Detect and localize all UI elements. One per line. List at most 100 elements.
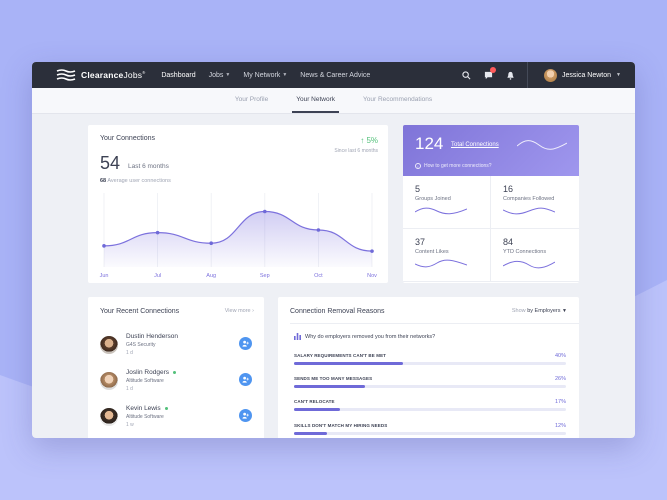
online-status-indicator — [164, 407, 168, 410]
sort-dropdown[interactable]: Show by Employers ▼ — [511, 308, 567, 314]
sparkline — [415, 259, 467, 268]
progress-fill — [294, 408, 341, 411]
data-point[interactable] — [102, 244, 106, 248]
top-navbar: ClearanceJobs® Dashboard Jobs ▼ My Networ… — [32, 62, 635, 88]
reason-label: CAN'T RELOCATE — [294, 399, 335, 404]
card-title: Connection Removal Reasons — [290, 308, 385, 315]
sparkline — [503, 260, 555, 269]
chevron-down-icon: ▼ — [562, 308, 567, 314]
avatar — [100, 408, 118, 426]
avatar — [100, 336, 118, 354]
person-name: Dustin Henderson — [126, 333, 179, 340]
add-contact-button[interactable] — [239, 373, 252, 386]
total-connections-card: 124 Total Connections i How to get more … — [403, 125, 579, 283]
nav-news-career-advice[interactable]: News & Career Advice — [300, 71, 371, 79]
person-company: G4S Security — [126, 342, 156, 348]
data-point[interactable] — [263, 209, 267, 214]
x-tick-label: Nov — [367, 273, 377, 279]
stat-groups-joined: 5 Groups Joined — [403, 176, 491, 229]
user-menu[interactable]: Jessica Newton ▼ — [527, 62, 621, 88]
avatar — [100, 372, 118, 390]
person-company: Altitude Software — [126, 414, 164, 420]
list-item[interactable]: Kevin Lewis Altitude Software 1 w — [100, 405, 252, 433]
stat-label: Companies Followed — [503, 196, 555, 202]
reason-row: SKILLS DON'T MATCH MY HIRING NEEDS 12% — [294, 423, 566, 438]
avatar — [544, 68, 558, 82]
card-title: Your Recent Connections — [100, 308, 180, 315]
series-area — [104, 211, 372, 267]
stat-label: Content Likes — [415, 249, 449, 255]
nav-dashboard[interactable]: Dashboard — [161, 71, 196, 79]
total-connections-link[interactable]: Total Connections — [451, 142, 499, 148]
divider — [290, 323, 579, 324]
chevron-down-icon: ▼ — [282, 72, 288, 78]
reason-label: SENDS ME TOO MANY MESSAGES — [294, 376, 373, 381]
chevron-right-icon: › — [252, 308, 254, 314]
total-connections-count: 124 — [415, 134, 444, 153]
tab-your-network[interactable]: Your Network — [292, 88, 339, 113]
notification-badge — [490, 67, 497, 73]
tab-your-profile[interactable]: Your Profile — [234, 96, 269, 103]
average-connections: 68 Average user connections — [100, 178, 171, 184]
connections-hint[interactable]: i How to get more connections? — [415, 163, 492, 169]
data-point[interactable] — [155, 230, 160, 235]
growth-period: Since last 6 months — [334, 148, 378, 154]
main-nav: Dashboard Jobs ▼ My Network ▼ News & Caree… — [161, 72, 370, 79]
list-item[interactable]: Joslin Rodgers Altitude Software 1 d — [100, 369, 252, 397]
total-connections-header: 124 Total Connections i How to get more … — [403, 125, 579, 176]
connections-count-label: Last 6 months — [128, 163, 169, 170]
progress-track — [294, 385, 566, 388]
person-name: Joslin Rodgers — [126, 369, 176, 376]
progress-track — [294, 408, 566, 411]
growth-percent: ↑ 5% — [360, 136, 378, 145]
data-point[interactable] — [209, 241, 213, 246]
sparkline — [503, 207, 555, 215]
sparkline — [415, 207, 467, 215]
progress-fill — [294, 362, 403, 365]
stat-ytd-connections: 84 YTD Connections — [491, 229, 579, 282]
info-icon: i — [415, 163, 421, 169]
stat-value: 37 — [415, 237, 426, 247]
x-tick-label: Jul — [154, 273, 161, 279]
user-plus-icon — [242, 340, 249, 347]
connections-card: Your Connections ↑ 5% Since last 6 month… — [88, 125, 388, 283]
person-company: Altitude Software — [126, 378, 164, 384]
top-actions: Jessica Newton ▼ — [461, 62, 621, 88]
reason-percent: 40% — [554, 353, 566, 359]
data-point[interactable] — [316, 228, 321, 232]
reason-percent: 12% — [554, 423, 566, 429]
search-icon[interactable] — [461, 70, 471, 80]
x-tick-label: Aug — [206, 273, 216, 279]
logo[interactable]: ClearanceJobs® — [56, 69, 145, 81]
user-plus-icon — [242, 376, 249, 383]
stat-value: 5 — [415, 184, 421, 194]
person-time: 1 w — [126, 422, 134, 428]
progress-fill — [294, 385, 365, 388]
data-point[interactable] — [370, 249, 374, 253]
user-plus-icon — [242, 412, 249, 419]
x-tick-label: Oct — [314, 273, 323, 279]
user-name: Jessica Newton — [562, 71, 612, 79]
tab-your-recommendations[interactable]: Your Recommendations — [363, 96, 433, 103]
x-tick-label: Jun — [100, 273, 109, 279]
bell-icon[interactable] — [505, 70, 515, 80]
stat-value: 84 — [503, 237, 514, 247]
view-more-link[interactable]: View more › — [224, 308, 254, 314]
add-contact-button[interactable] — [239, 337, 252, 350]
reason-label: SKILLS DON'T MATCH MY HIRING NEEDS — [294, 423, 388, 428]
list-item[interactable]: Dustin Henderson G4S Security 1 d — [100, 333, 252, 361]
nav-jobs[interactable]: Jobs ▼ — [208, 71, 231, 79]
logo-mark-icon — [56, 69, 76, 81]
progress-track — [294, 362, 566, 365]
progress-fill — [294, 432, 327, 435]
add-contact-button[interactable] — [239, 409, 252, 422]
app-window: ClearanceJobs® Dashboard Jobs ▼ My Networ… — [32, 62, 635, 438]
stat-label: Groups Joined — [415, 196, 451, 202]
stat-companies-followed: 16 Companies Followed — [491, 176, 579, 229]
nav-my-network[interactable]: My Network ▼ — [243, 71, 288, 79]
chat-icon[interactable] — [483, 67, 497, 80]
series-line — [103, 210, 373, 252]
removal-reasons-card: Connection Removal Reasons Show by Emplo… — [278, 297, 579, 438]
reason-percent: 26% — [554, 376, 566, 382]
stat-content-likes: 37 Content Likes — [403, 229, 491, 282]
